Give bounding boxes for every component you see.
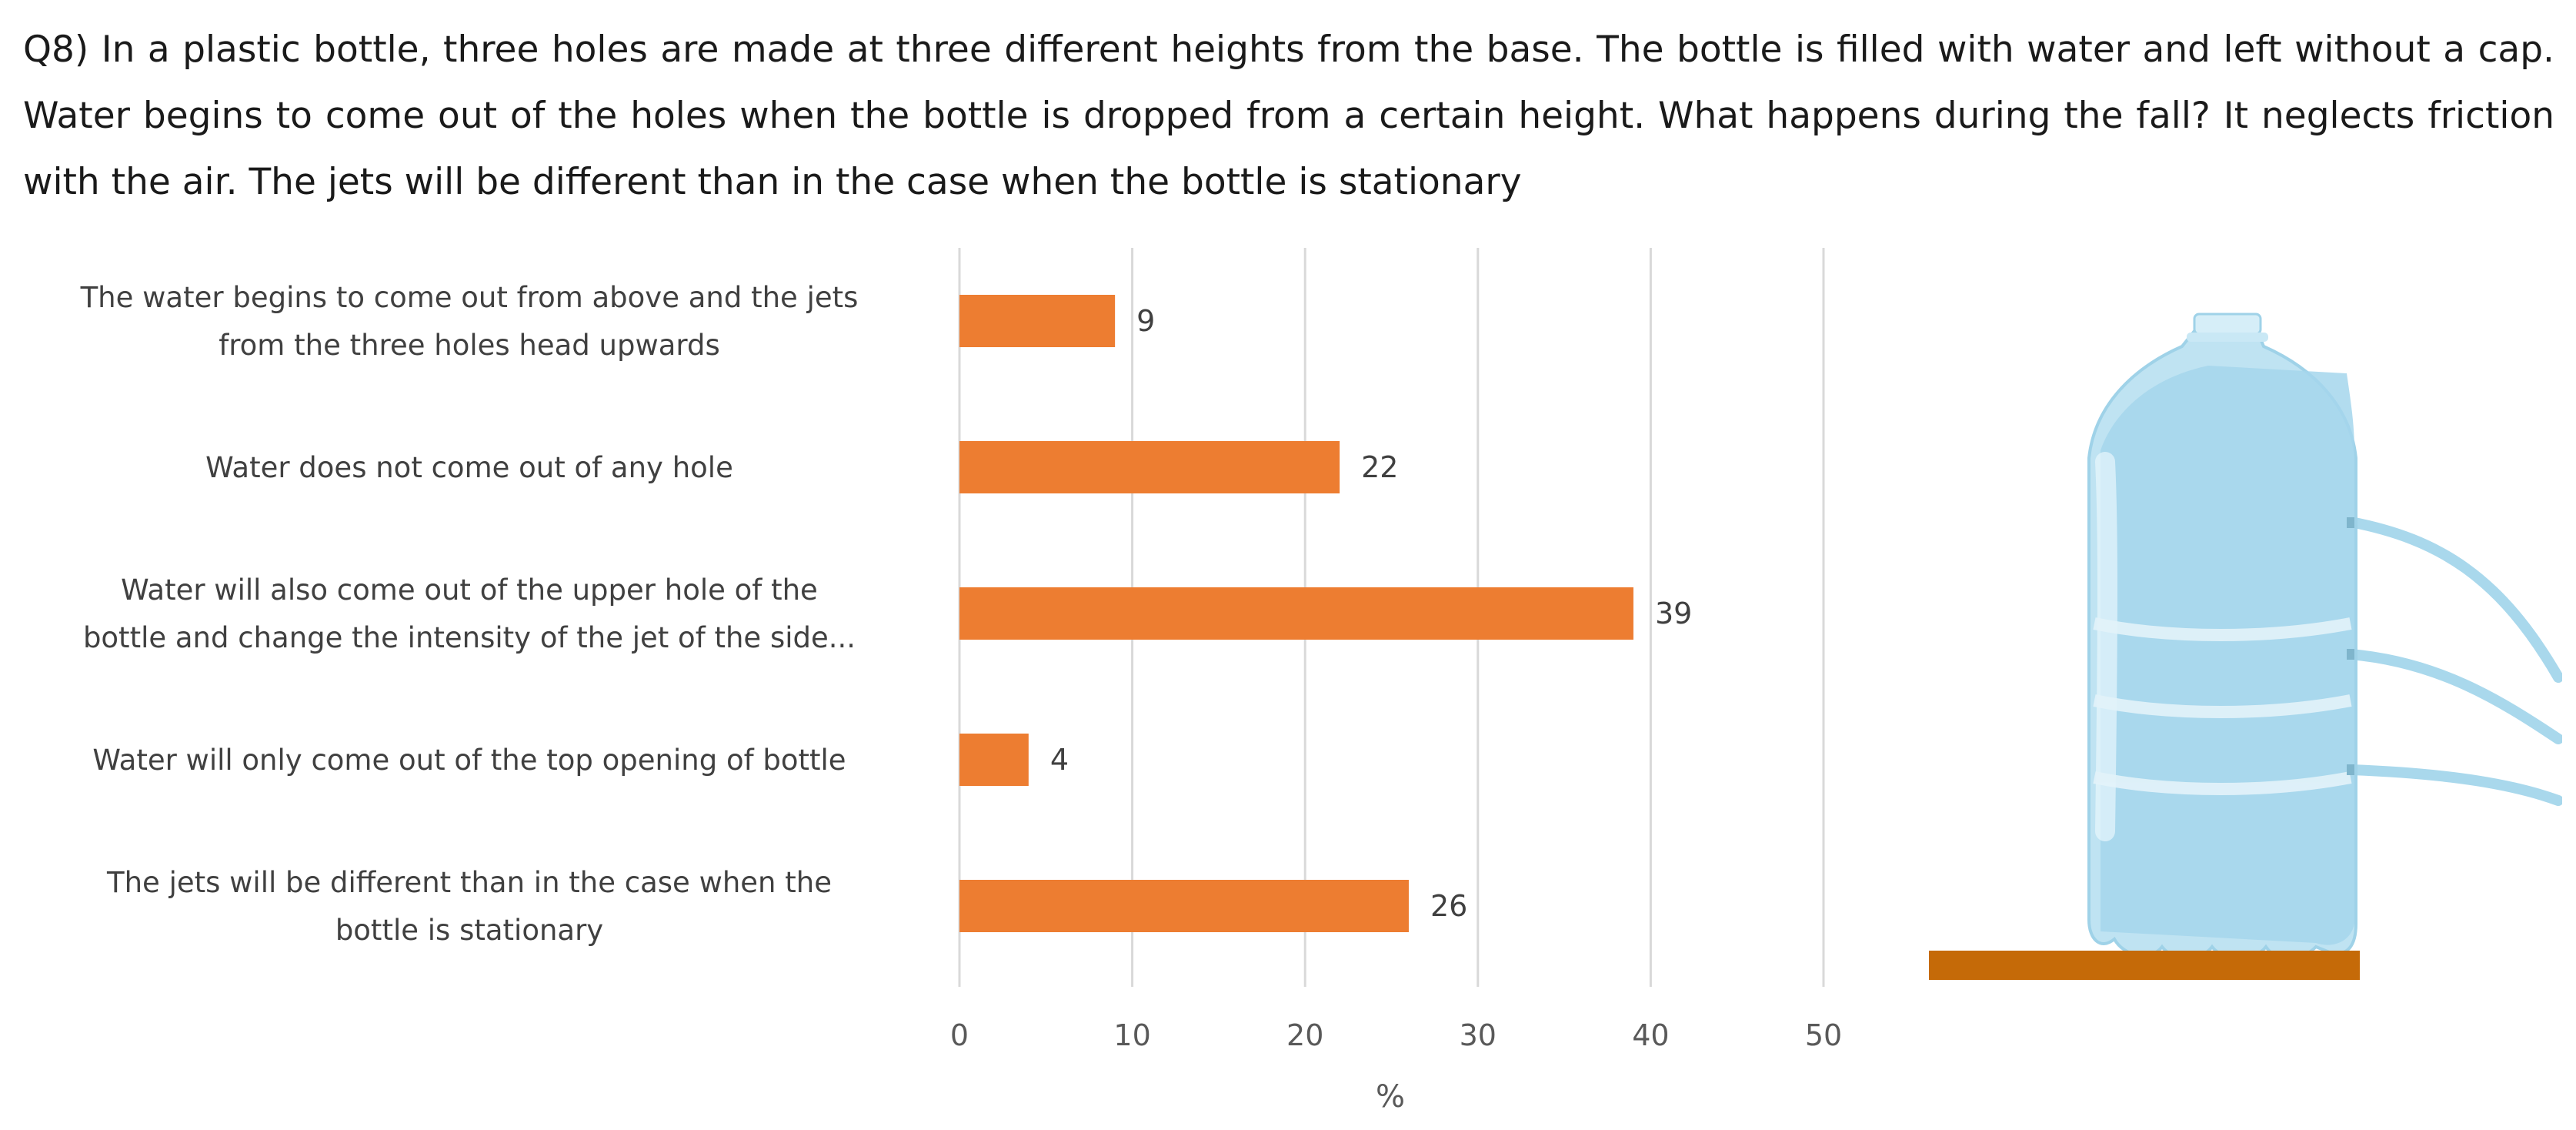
category-labels: The water begins to come out from above … [80,281,859,947]
category-label-line: The jets will be different than in the c… [106,866,832,899]
data-label: 39 [1655,597,1692,630]
x-tick-label: 30 [1460,1018,1497,1052]
bar [959,295,1116,347]
x-tick-labels: 0 10 20 30 40 50 [950,1018,1842,1052]
category-label: Water will only come out of the top open… [92,744,846,777]
x-tick-label: 50 [1805,1018,1842,1052]
category-label-line: from the three holes head upwards [219,329,720,362]
data-label: 9 [1136,304,1155,338]
category-label-line: bottle and change the intensity of the j… [83,621,856,654]
category-label: Water will also come out of the upper ho… [83,573,856,654]
category-label-line: Water will also come out of the upper ho… [121,573,818,607]
bar [959,587,1633,640]
category-label-line: The water begins to come out from above … [80,281,859,314]
category-label-line: Water will only come out of the top open… [92,744,846,777]
data-label: 26 [1430,889,1467,923]
bottle-body [2087,313,2357,961]
x-axis-title: % [1376,1079,1405,1115]
bar [959,880,1409,932]
x-tick-label: 20 [1286,1018,1323,1052]
category-label-line: bottle is stationary [335,914,603,947]
x-tick-label: 0 [950,1018,969,1052]
category-label-line: Water does not come out of any hole [205,451,733,484]
question-text: Q8) In a plastic bottle, three holes are… [23,28,2554,203]
bar [959,734,1029,786]
data-label: 22 [1361,450,1398,484]
x-tick-label: 10 [1113,1018,1150,1052]
table-surface [1929,951,2360,980]
bars: 9 22 39 4 26 [959,295,1692,932]
water-bottle-icon [1929,313,2562,980]
category-label: The water begins to come out from above … [80,281,859,362]
data-label: 4 [1050,743,1069,777]
bar-chart: 9 22 39 4 26 The water begins to come out fr… [80,248,1842,1115]
x-tick-label: 40 [1632,1018,1669,1052]
category-label: The jets will be different than in the c… [106,866,832,947]
bar [959,441,1340,493]
category-label: Water does not come out of any hole [205,451,733,484]
water-jets [2345,517,2562,806]
